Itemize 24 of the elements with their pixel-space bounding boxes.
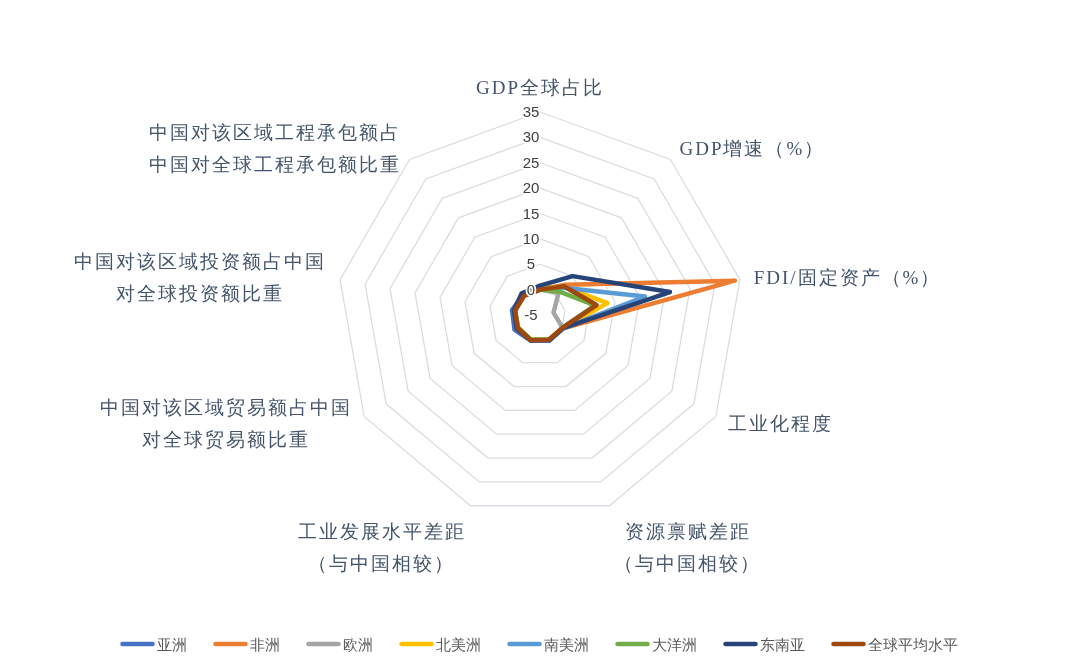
legend-label: 全球平均水平 (867, 635, 958, 653)
category-label: GDP增速（%） (679, 138, 826, 160)
category-label: 中国对该区域贸易额占中国对全球贸易额比重 (100, 397, 353, 451)
category-label: 工业化程度 (727, 413, 833, 435)
y-tick-label: 30 (522, 128, 540, 146)
legend-label: 大洋洲 (651, 635, 697, 653)
y-tick-label: 35 (522, 103, 540, 120)
category-label: FDI/固定资产（%） (753, 266, 942, 288)
category-label: 资源禀赋差距（与中国相较） (614, 520, 762, 574)
category-label: 工业发展水平差距（与中国相较） (297, 520, 466, 574)
y-tick-label: 5 (526, 255, 536, 273)
legend-label: 东南亚 (759, 635, 805, 653)
y-tick-label: 15 (522, 204, 540, 222)
legend-label: 非洲 (249, 635, 280, 653)
legend-label: 亚洲 (156, 635, 187, 653)
y-tick-label: 10 (522, 229, 540, 247)
legend-label: 北美洲 (435, 635, 481, 653)
category-label: 中国对该区域投资额占中国对全球投资额比重 (74, 250, 327, 304)
category-label: 中国对该区域工程承包额占中国对全球工程承包额比重 (148, 122, 401, 176)
legend-label: 南美洲 (543, 635, 589, 653)
legend-label: 欧洲 (342, 635, 373, 653)
y-tick-label: 20 (522, 179, 540, 197)
category-label: GDP全球占比 (476, 77, 604, 98)
y-tick-label: 25 (522, 153, 540, 171)
